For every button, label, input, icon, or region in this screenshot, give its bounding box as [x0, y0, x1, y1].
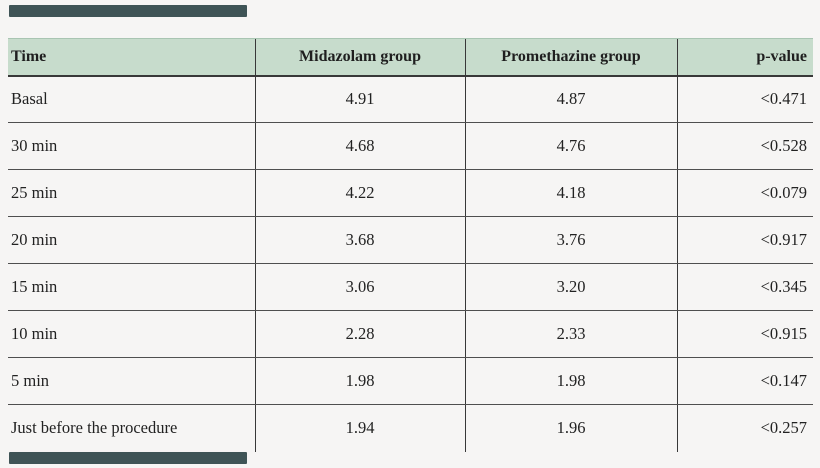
- table-row: 20 min 3.68 3.76 <0.917: [8, 216, 813, 264]
- cell-promethazine: 4.18: [464, 169, 677, 217]
- cell-pvalue: <0.147: [676, 357, 813, 405]
- sedation-score-table-container: Time Midazolam group Promethazine group …: [8, 38, 813, 468]
- cell-pvalue: <0.471: [676, 75, 813, 123]
- table-row: Basal 4.91 4.87 <0.471: [8, 75, 813, 123]
- cell-pvalue: <0.345: [676, 263, 813, 311]
- sedation-score-table: Time Midazolam group Promethazine group …: [8, 38, 813, 452]
- cell-time: Basal: [8, 75, 255, 123]
- cell-midazolam: 1.98: [254, 357, 465, 405]
- cell-time: 20 min: [8, 216, 255, 264]
- table-row: 30 min 4.68 4.76 <0.528: [8, 122, 813, 170]
- cell-promethazine: 4.87: [464, 75, 677, 123]
- cell-midazolam: 1.94: [254, 404, 465, 452]
- redaction-bar-top: [9, 5, 247, 17]
- cell-pvalue: <0.917: [676, 216, 813, 264]
- cell-midazolam: 4.68: [254, 122, 465, 170]
- table-header-row: Time Midazolam group Promethazine group …: [8, 38, 813, 77]
- cell-promethazine: 3.20: [464, 263, 677, 311]
- cell-pvalue: <0.257: [676, 404, 813, 452]
- redaction-bar-bottom: [9, 452, 247, 464]
- cell-midazolam: 2.28: [254, 310, 465, 358]
- cell-promethazine: 4.76: [464, 122, 677, 170]
- cell-time: 30 min: [8, 122, 255, 170]
- table-row: 15 min 3.06 3.20 <0.345: [8, 263, 813, 311]
- header-cell-time: Time: [8, 38, 255, 77]
- cell-midazolam: 3.06: [254, 263, 465, 311]
- cell-time: 10 min: [8, 310, 255, 358]
- cell-pvalue: <0.079: [676, 169, 813, 217]
- table-row: 25 min 4.22 4.18 <0.079: [8, 169, 813, 217]
- header-cell-midazolam: Midazolam group: [254, 38, 465, 77]
- cell-promethazine: 1.98: [464, 357, 677, 405]
- cell-time: Just before the procedure: [11, 418, 178, 438]
- cell-promethazine: 2.33: [464, 310, 677, 358]
- cell-promethazine: 3.76: [464, 216, 677, 264]
- cell-time: 15 min: [8, 263, 255, 311]
- cell-pvalue: <0.528: [676, 122, 813, 170]
- cell-promethazine: 1.96: [464, 404, 677, 452]
- cell-pvalue: <0.915: [676, 310, 813, 358]
- table-row: 5 min 1.98 1.98 <0.147: [8, 357, 813, 405]
- header-cell-promethazine: Promethazine group: [464, 38, 677, 77]
- cell-midazolam: 3.68: [254, 216, 465, 264]
- cell-time: 5 min: [8, 357, 255, 405]
- cell-time: 25 min: [8, 169, 255, 217]
- header-cell-pvalue: p-value: [676, 38, 813, 77]
- cell-midazolam: 4.91: [254, 75, 465, 123]
- table-row: 10 min 2.28 2.33 <0.915: [8, 310, 813, 358]
- cell-midazolam: 4.22: [254, 169, 465, 217]
- table-row: Just before the procedure 1.94 1.96 <0.2…: [8, 404, 813, 452]
